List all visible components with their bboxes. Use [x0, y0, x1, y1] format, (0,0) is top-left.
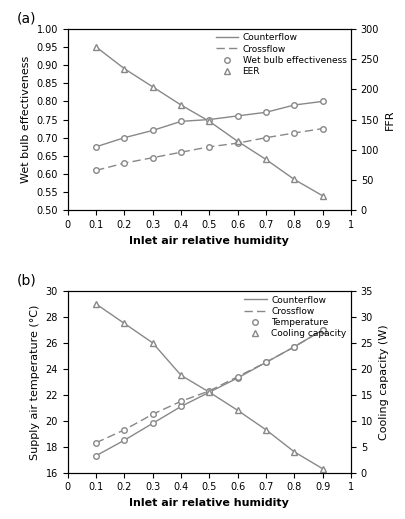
- Legend: Counterflow, Crossflow, Temperature, Cooling capacity: Counterflow, Crossflow, Temperature, Coo…: [243, 295, 345, 338]
- Y-axis label: Cooling capacity (W): Cooling capacity (W): [378, 324, 388, 440]
- Legend: Counterflow, Crossflow, Wet bulb effectiveness, EER: Counterflow, Crossflow, Wet bulb effecti…: [215, 33, 345, 76]
- X-axis label: Inlet air relative humidity: Inlet air relative humidity: [129, 236, 289, 245]
- Text: (a): (a): [17, 11, 36, 25]
- X-axis label: Inlet air relative humidity: Inlet air relative humidity: [129, 498, 289, 508]
- Y-axis label: Wet bulb effectiveness: Wet bulb effectiveness: [21, 56, 31, 183]
- Text: (b): (b): [17, 274, 36, 288]
- Y-axis label: Supply air temperature (°C): Supply air temperature (°C): [30, 304, 40, 459]
- Y-axis label: FFR: FFR: [384, 110, 394, 130]
